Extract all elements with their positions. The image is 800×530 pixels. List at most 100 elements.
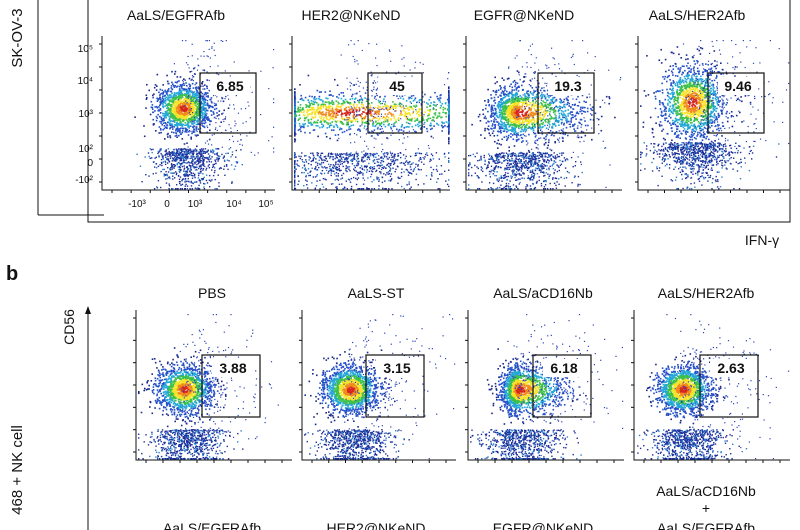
- event-dot: [153, 173, 154, 174]
- event-dot: [411, 118, 413, 120]
- event-dot: [303, 114, 305, 116]
- event-dot: [315, 166, 316, 167]
- event-dot: [326, 114, 328, 116]
- event-dot: [191, 173, 192, 174]
- event-dot: [366, 172, 367, 173]
- event-dot: [369, 188, 370, 189]
- event-dot: [251, 152, 252, 153]
- event-dot: [323, 159, 324, 160]
- event-dot: [164, 122, 166, 124]
- event-dot: [409, 172, 410, 173]
- event-dot: [409, 106, 411, 108]
- event-dot: [350, 85, 351, 86]
- event-dot: [336, 107, 338, 109]
- event-dot: [418, 160, 419, 161]
- event-dot: [193, 154, 194, 155]
- event-dot: [334, 165, 335, 166]
- event-dot: [334, 173, 335, 174]
- event-dot: [335, 134, 337, 136]
- event-dot: [310, 109, 312, 111]
- event-dot: [308, 168, 309, 169]
- event-dot: [606, 96, 608, 98]
- event-dot: [375, 125, 377, 127]
- event-dot: [342, 103, 344, 105]
- event-dot: [196, 135, 197, 136]
- event-dot: [306, 181, 307, 182]
- event-dot: [338, 97, 340, 99]
- event-dot: [379, 165, 380, 166]
- event-dot: [199, 188, 200, 189]
- event-dot: [361, 124, 362, 125]
- event-dot: [346, 165, 347, 166]
- event-dot: [314, 96, 316, 98]
- event-dot: [335, 114, 337, 116]
- event-dot: [202, 159, 203, 160]
- event-dot: [336, 112, 338, 114]
- event-dot: [393, 116, 395, 118]
- event-dot: [166, 151, 167, 152]
- event-dot: [376, 99, 377, 100]
- event-dot: [410, 169, 411, 170]
- event-dot: [313, 176, 314, 177]
- event-dot: [226, 164, 227, 165]
- event-dot: [337, 153, 338, 154]
- event-dot: [392, 156, 393, 157]
- event-dot: [200, 154, 201, 155]
- event-dot: [398, 177, 399, 178]
- event-dot: [204, 120, 206, 122]
- event-dot: [352, 163, 353, 164]
- event-dot: [378, 116, 379, 117]
- event-dot: [169, 113, 171, 115]
- event-dot: [381, 126, 382, 127]
- event-dot: [448, 96, 450, 98]
- event-dot: [164, 155, 165, 156]
- event-dot: [189, 152, 190, 153]
- event-dot: [338, 159, 339, 160]
- event-dot: [335, 164, 336, 165]
- x-tick: -10³: [128, 199, 146, 210]
- event-dot: [234, 61, 235, 62]
- event-dot: [444, 153, 445, 154]
- event-dot: [322, 111, 324, 113]
- event-dot: [194, 120, 195, 121]
- event-dot: [205, 40, 206, 41]
- event-dot: [326, 167, 327, 168]
- event-dot: [382, 164, 383, 165]
- event-dot: [384, 96, 386, 98]
- event-dot: [184, 98, 186, 100]
- event-dot: [332, 104, 334, 106]
- event-dot: [577, 96, 579, 98]
- event-dot: [201, 160, 202, 161]
- event-dot: [208, 157, 209, 158]
- event-dot: [216, 153, 217, 154]
- event-dot: [300, 107, 302, 109]
- event-dot: [315, 112, 317, 114]
- event-dot: [363, 162, 364, 163]
- event-dot: [399, 178, 400, 179]
- event-dot: [252, 92, 253, 93]
- event-dot: [394, 126, 395, 127]
- event-dot: [393, 164, 394, 165]
- event-dot: [197, 70, 198, 71]
- event-dot: [371, 188, 372, 189]
- event-dot: [371, 181, 372, 182]
- event-dot: [182, 40, 183, 41]
- event-dot: [170, 121, 172, 123]
- event-dot: [189, 86, 190, 87]
- event-dot: [193, 99, 195, 101]
- event-dot: [363, 108, 364, 109]
- event-dot: [401, 172, 402, 173]
- event-dot: [436, 152, 437, 153]
- event-dot: [361, 97, 362, 98]
- event-dot: [294, 170, 295, 171]
- y-tick: 10⁵: [78, 44, 93, 55]
- event-dot: [190, 126, 191, 127]
- event-dot: [346, 110, 348, 112]
- event-dot: [203, 51, 204, 52]
- event-dot: [190, 168, 191, 169]
- event-dot: [519, 111, 521, 113]
- event-dot: [323, 117, 325, 119]
- event-dot: [375, 107, 377, 109]
- event-dot: [182, 132, 184, 134]
- event-dot: [164, 174, 165, 175]
